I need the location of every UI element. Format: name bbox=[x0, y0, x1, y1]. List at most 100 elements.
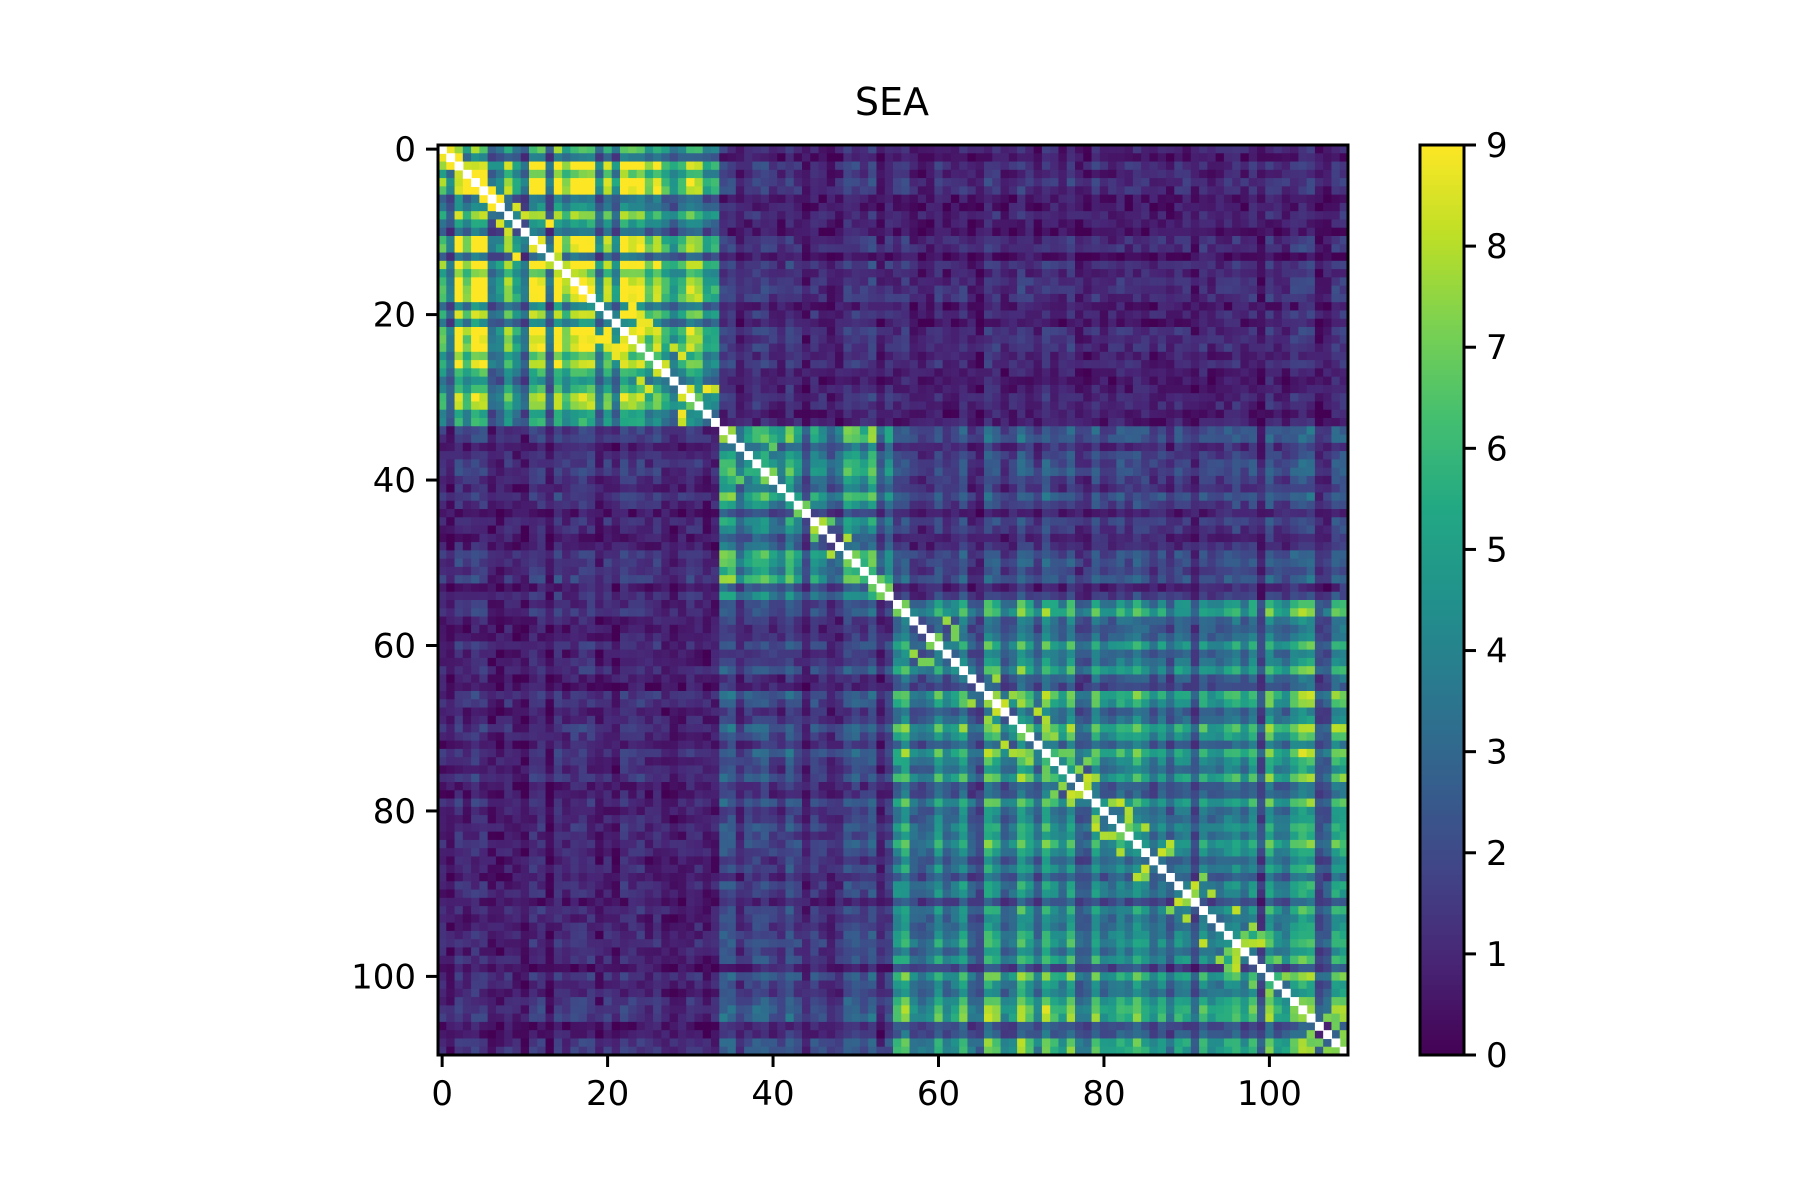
heatmap-cell bbox=[884, 442, 894, 452]
heatmap-cell bbox=[686, 236, 696, 245]
heatmap-cell bbox=[1166, 517, 1175, 527]
heatmap-cell bbox=[1257, 451, 1266, 460]
heatmap-cell bbox=[744, 467, 753, 477]
heatmap-cell bbox=[438, 169, 447, 179]
heatmap-cell bbox=[1157, 401, 1167, 411]
heatmap-cell bbox=[1025, 335, 1035, 345]
heatmap-cell bbox=[1149, 401, 1159, 411]
heatmap-cell bbox=[719, 335, 729, 345]
heatmap-cell bbox=[578, 451, 588, 460]
heatmap-cell bbox=[1182, 484, 1192, 494]
heatmap-cell bbox=[702, 467, 712, 477]
heatmap-cell bbox=[1066, 360, 1076, 369]
heatmap-cell bbox=[1008, 161, 1018, 171]
heatmap-cell bbox=[1099, 194, 1109, 204]
heatmap-cell bbox=[942, 285, 952, 295]
heatmap-cell bbox=[744, 517, 753, 527]
heatmap-cell bbox=[1050, 500, 1060, 510]
heatmap-cell bbox=[1182, 169, 1192, 179]
heatmap-cell bbox=[529, 409, 538, 419]
heatmap-cell bbox=[603, 368, 613, 378]
heatmap-cell bbox=[504, 484, 514, 494]
heatmap-cell bbox=[545, 418, 555, 427]
heatmap-cell bbox=[446, 310, 456, 320]
heatmap-cell bbox=[1066, 451, 1076, 460]
heatmap-cell bbox=[1000, 500, 1010, 510]
heatmap-cell bbox=[917, 260, 927, 270]
heatmap-cell bbox=[1108, 219, 1117, 229]
heatmap-cell bbox=[760, 227, 770, 237]
heatmap-cell bbox=[818, 335, 828, 345]
heatmap-cell bbox=[669, 475, 679, 485]
heatmap-cell bbox=[446, 260, 456, 270]
heatmap-cell bbox=[1174, 178, 1184, 187]
heatmap-cell bbox=[562, 376, 571, 386]
heatmap-cell bbox=[1223, 260, 1233, 270]
heatmap-cell bbox=[1182, 384, 1192, 394]
heatmap-cell bbox=[1108, 426, 1117, 436]
heatmap-cell bbox=[537, 459, 547, 469]
heatmap-cell bbox=[537, 409, 547, 419]
heatmap-cell bbox=[1290, 376, 1299, 386]
heatmap-cell bbox=[942, 202, 952, 212]
heatmap-cell bbox=[661, 161, 671, 171]
heatmap-cell bbox=[1017, 401, 1026, 411]
heatmap-cell bbox=[752, 393, 762, 403]
heatmap-cell bbox=[1132, 202, 1142, 212]
heatmap-cell bbox=[835, 194, 844, 204]
heatmap-cell bbox=[1041, 194, 1051, 204]
heatmap-cell bbox=[1290, 484, 1299, 494]
heatmap-cell bbox=[611, 475, 621, 485]
heatmap-cell bbox=[785, 409, 795, 419]
heatmap-cell bbox=[1075, 186, 1084, 196]
heatmap-cell bbox=[1099, 467, 1109, 477]
heatmap-cell bbox=[1199, 475, 1208, 485]
heatmap-cell bbox=[843, 434, 853, 444]
heatmap-cell bbox=[1265, 277, 1275, 287]
heatmap-cell bbox=[644, 492, 654, 502]
heatmap-cell bbox=[603, 409, 613, 419]
heatmap-cell bbox=[653, 442, 662, 452]
heatmap-cell bbox=[711, 401, 720, 411]
heatmap-cell bbox=[851, 252, 861, 262]
heatmap-cell bbox=[1166, 393, 1175, 403]
heatmap-cell bbox=[603, 153, 613, 163]
heatmap-cell bbox=[1223, 360, 1233, 369]
heatmap-cell bbox=[686, 211, 696, 221]
heatmap-cell bbox=[520, 145, 530, 154]
heatmap-cell bbox=[578, 393, 588, 403]
heatmap-cell bbox=[1075, 260, 1084, 270]
heatmap-cell bbox=[545, 302, 555, 312]
heatmap-cell bbox=[537, 178, 547, 187]
heatmap-cell bbox=[677, 418, 687, 427]
heatmap-cell bbox=[586, 310, 596, 320]
heatmap-cell bbox=[553, 227, 563, 237]
heatmap-cell bbox=[1331, 401, 1341, 411]
heatmap-cell bbox=[810, 418, 820, 427]
heatmap-cell bbox=[570, 169, 580, 179]
heatmap-cell bbox=[967, 484, 977, 494]
heatmap-cell bbox=[1265, 343, 1275, 353]
heatmap-cell bbox=[711, 484, 720, 494]
heatmap-cell bbox=[917, 384, 927, 394]
heatmap-cell bbox=[644, 343, 654, 353]
heatmap-cell bbox=[1215, 227, 1225, 237]
heatmap-cell bbox=[843, 418, 853, 427]
heatmap-cell bbox=[868, 409, 878, 419]
heatmap-cell bbox=[735, 219, 745, 229]
heatmap-cell bbox=[1240, 500, 1250, 510]
heatmap-cell bbox=[1223, 302, 1233, 312]
heatmap-cell bbox=[711, 368, 720, 378]
heatmap-cell bbox=[802, 409, 811, 419]
heatmap-cell bbox=[1182, 277, 1192, 287]
heatmap-cell bbox=[570, 384, 580, 394]
heatmap-cell bbox=[802, 202, 811, 212]
heatmap-cell bbox=[446, 252, 456, 262]
heatmap-cell bbox=[934, 434, 944, 444]
heatmap-cell bbox=[1339, 161, 1349, 171]
heatmap-cell bbox=[843, 393, 853, 403]
heatmap-cell bbox=[934, 418, 944, 427]
heatmap-cell bbox=[1000, 517, 1010, 527]
heatmap-cell bbox=[1166, 202, 1175, 212]
heatmap-cell bbox=[711, 227, 720, 237]
